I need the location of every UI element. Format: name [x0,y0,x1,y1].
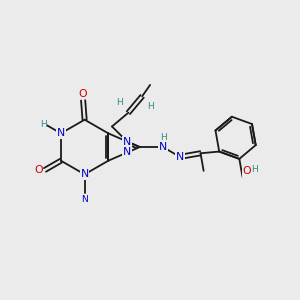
Text: H: H [160,133,167,142]
Text: N: N [159,142,167,152]
Text: N: N [57,128,65,138]
Text: H: H [147,102,154,111]
Text: O: O [79,89,87,99]
Text: N: N [176,152,184,162]
Text: O: O [243,166,251,176]
Text: N: N [81,195,88,204]
Text: O: O [34,165,43,175]
Text: H: H [251,165,258,174]
Text: N: N [123,148,131,158]
Text: H: H [116,98,123,107]
Text: N: N [80,169,89,179]
Text: H: H [40,120,46,129]
Text: N: N [123,136,131,147]
